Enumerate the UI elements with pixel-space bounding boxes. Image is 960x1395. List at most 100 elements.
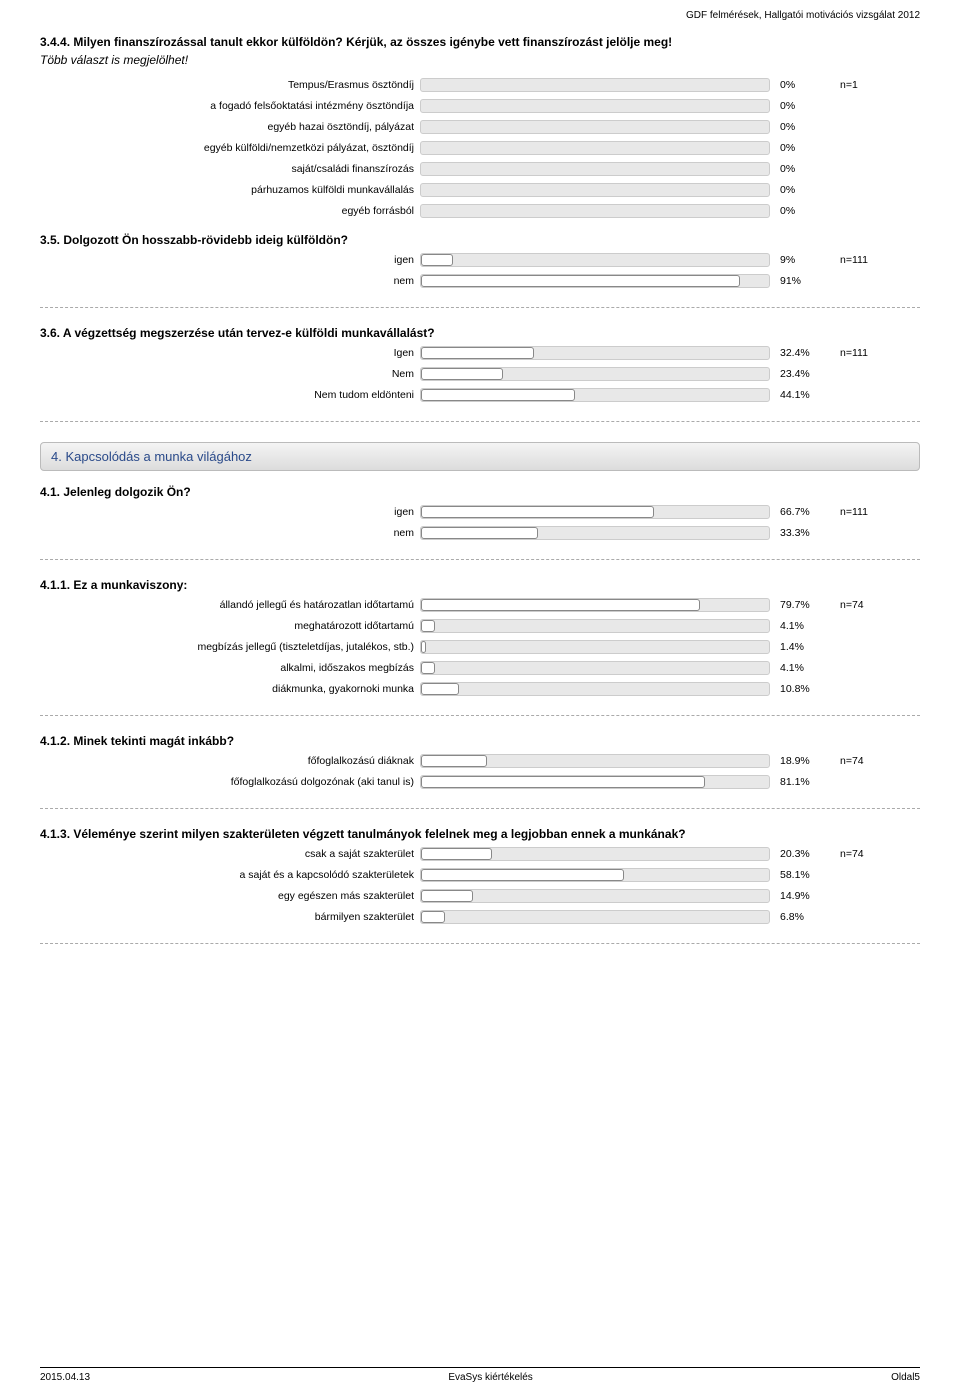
bar-value: 6.8% [770, 911, 830, 923]
bar-row: egyéb hazai ösztöndíj, pályázat 0% [40, 119, 920, 135]
footer-page: Oldal5 [891, 1372, 920, 1383]
bar-value: 66.7% [770, 506, 830, 518]
section-4-header: 4. Kapcsolódás a munka világához [40, 442, 920, 471]
bar-fill [421, 890, 473, 902]
bar-value: 14.9% [770, 890, 830, 902]
bar-label: igen [40, 254, 420, 266]
q411-title: 4.1.1. Ez a munkaviszony: [40, 578, 920, 592]
bar-label: megbízás jellegű (tiszteletdíjas, jutalé… [40, 641, 420, 653]
bar-value: 32.4% [770, 347, 830, 359]
bar-fill [421, 599, 700, 611]
q412-block: főfoglalkozású diáknak18.9%n=74főfoglalk… [40, 753, 920, 790]
bar-row: főfoglalkozású dolgozónak (aki tanul is)… [40, 774, 920, 790]
bar-label: egyéb forrásból [40, 205, 420, 217]
bar-label: egyéb külföldi/nemzetközi pályázat, öszt… [40, 142, 420, 154]
bar-value: 0% [770, 100, 830, 112]
bar-label: meghatározott időtartamú [40, 620, 420, 632]
bar-track [420, 598, 770, 612]
q41-title: 4.1. Jelenleg dolgozik Ön? [40, 485, 920, 499]
bar-n: n=1 [830, 79, 890, 91]
bar-value: 58.1% [770, 869, 830, 881]
q344-block: Tempus/Erasmus ösztöndíj0%n=1a fogadó fe… [40, 77, 920, 219]
bar-track [420, 847, 770, 861]
bar-fill [421, 275, 740, 287]
bar-fill [421, 683, 459, 695]
bar-row: igen66.7%n=111 [40, 504, 920, 520]
bar-fill [421, 368, 503, 380]
bar-label: csak a saját szakterület [40, 848, 420, 860]
bar-label: egyéb hazai ösztöndíj, pályázat [40, 121, 420, 133]
bar-row: diákmunka, gyakornoki munka10.8% [40, 681, 920, 697]
bar-label: Nem [40, 368, 420, 380]
bar-track [420, 388, 770, 402]
bar-value: 4.1% [770, 662, 830, 674]
bar-fill [421, 776, 705, 788]
bar-row: nem91% [40, 273, 920, 289]
bar-value: 0% [770, 205, 830, 217]
bar-track [420, 661, 770, 675]
bar-label: igen [40, 506, 420, 518]
bar-value: 20.3% [770, 848, 830, 860]
q344-sub: Több választ is megjelölhet! [40, 53, 920, 67]
q36-block: Igen32.4%n=111Nem23.4%Nem tudom eldönten… [40, 345, 920, 403]
bar-label: alkalmi, időszakos megbízás [40, 662, 420, 674]
bar-track [420, 910, 770, 924]
bar-n: n=111 [830, 347, 890, 359]
bar-row: nem 33.3% [40, 525, 920, 541]
bar-label: saját/családi finanszírozás [40, 163, 420, 175]
bar-n: n=111 [830, 254, 890, 266]
bar-track [420, 619, 770, 633]
bar-fill [421, 848, 492, 860]
bar-track [420, 141, 770, 155]
bar-row: Tempus/Erasmus ösztöndíj 0%n=1 [40, 77, 920, 93]
bar-track [420, 274, 770, 288]
footer-date: 2015.04.13 [40, 1372, 90, 1383]
bar-label: Tempus/Erasmus ösztöndíj [40, 79, 420, 91]
q36-title: 3.6. A végzettség megszerzése után terve… [40, 326, 920, 340]
bar-fill [421, 254, 453, 266]
bar-label: a fogadó felsőoktatási intézmény ösztönd… [40, 100, 420, 112]
bar-n: n=74 [830, 599, 890, 611]
bar-row: párhuzamos külföldi munkavállalás 0% [40, 182, 920, 198]
bar-track [420, 78, 770, 92]
bar-row: egyéb külföldi/nemzetközi pályázat, öszt… [40, 140, 920, 156]
bar-row: állandó jellegű és határozatlan időtarta… [40, 597, 920, 613]
bar-fill [421, 755, 487, 767]
bar-label: főfoglalkozású diáknak [40, 755, 420, 767]
bar-track [420, 99, 770, 113]
bar-track [420, 367, 770, 381]
bar-value: 33.3% [770, 527, 830, 539]
bar-value: 18.9% [770, 755, 830, 767]
bar-value: 9% [770, 254, 830, 266]
page-footer: 2015.04.13 EvaSys kiértékelés Oldal5 [40, 1367, 920, 1383]
bar-row: csak a saját szakterület20.3%n=74 [40, 846, 920, 862]
bar-fill [421, 620, 435, 632]
bar-row: Igen 32.4%n=111 [40, 345, 920, 361]
bar-label: párhuzamos külföldi munkavállalás [40, 184, 420, 196]
q413-block: csak a saját szakterület20.3%n=74a saját… [40, 846, 920, 925]
bar-value: 44.1% [770, 389, 830, 401]
bar-track [420, 253, 770, 267]
q35-title: 3.5. Dolgozott Ön hosszabb-rövidebb idei… [40, 233, 920, 247]
bar-value: 81.1% [770, 776, 830, 788]
bar-value: 0% [770, 79, 830, 91]
bar-label: Igen [40, 347, 420, 359]
bar-label: állandó jellegű és határozatlan időtarta… [40, 599, 420, 611]
bar-value: 0% [770, 184, 830, 196]
bar-track [420, 183, 770, 197]
bar-value: 0% [770, 142, 830, 154]
bar-fill [421, 347, 534, 359]
bar-value: 0% [770, 121, 830, 133]
q344-title: 3.4.4. Milyen finanszírozással tanult ek… [40, 35, 920, 49]
bar-value: 0% [770, 163, 830, 175]
bar-row: meghatározott időtartamú4.1% [40, 618, 920, 634]
separator [40, 559, 920, 560]
bar-track [420, 505, 770, 519]
q35-block: igen 9%n=111 nem91% [40, 252, 920, 289]
bar-row: a saját és a kapcsolódó szakterületek58.… [40, 867, 920, 883]
footer-center: EvaSys kiértékelés [448, 1372, 532, 1383]
bar-track [420, 640, 770, 654]
bar-value: 1.4% [770, 641, 830, 653]
bar-row: Nem tudom eldönteni44.1% [40, 387, 920, 403]
bar-label: nem [40, 527, 420, 539]
